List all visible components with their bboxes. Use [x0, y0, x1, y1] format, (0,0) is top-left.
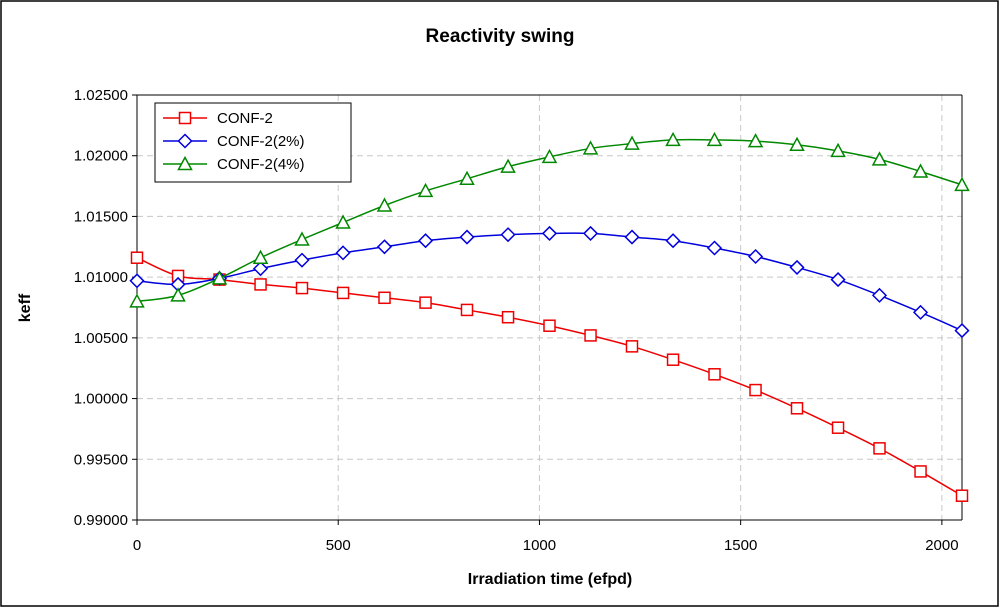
- x-tick-label: 1000: [523, 537, 556, 554]
- y-tick-label: 1.00500: [74, 330, 128, 347]
- data-point: [830, 142, 846, 158]
- data-point: [417, 182, 434, 198]
- series-1: [130, 251, 969, 502]
- data-point: [294, 252, 310, 268]
- data-point: [500, 227, 516, 243]
- data-point: [665, 233, 681, 249]
- data-point: [129, 293, 145, 308]
- data-point: [584, 329, 597, 342]
- data-point: [252, 261, 269, 277]
- data-point: [747, 133, 764, 148]
- data-point: [541, 225, 558, 241]
- data-point: [130, 251, 144, 264]
- legend: CONF-2 CONF-2(2%) CONF-2(4%): [154, 102, 352, 183]
- y-tick-label: 1.01000: [74, 269, 128, 286]
- data-point: [129, 273, 145, 289]
- legend-marker: [178, 111, 192, 125]
- legend-label: CONF-2(4%): [217, 156, 305, 173]
- data-point: [170, 287, 186, 302]
- y-tick-label: 0.99000: [74, 512, 128, 529]
- data-point: [706, 240, 723, 256]
- data-point: [500, 158, 516, 173]
- data-point: [417, 233, 434, 249]
- y-tick-label: 1.02000: [74, 148, 128, 165]
- data-point: [541, 148, 558, 164]
- data-point: [871, 151, 888, 166]
- data-point: [914, 465, 927, 478]
- data-point: [665, 131, 681, 147]
- data-point: [912, 304, 929, 320]
- data-point: [706, 131, 723, 147]
- series-2: [129, 225, 970, 339]
- data-point: [790, 402, 804, 415]
- legend-item: CONF-2: [163, 110, 273, 127]
- data-point: [335, 214, 351, 229]
- data-point: [460, 303, 474, 317]
- data-point: [624, 135, 640, 150]
- data-point: [749, 383, 762, 397]
- data-point: [501, 310, 515, 324]
- data-point: [954, 176, 970, 192]
- data-point: [708, 368, 721, 381]
- y-tick-label: 0.99500: [74, 451, 128, 468]
- data-point: [335, 245, 351, 261]
- y-axis-title: keff: [17, 293, 34, 322]
- data-point: [789, 259, 805, 275]
- data-point: [336, 286, 350, 300]
- data-point: [582, 225, 599, 241]
- y-tick-label: 1.00000: [74, 391, 128, 408]
- legend-marker: [177, 155, 193, 171]
- data-point: [378, 291, 391, 305]
- data-point: [624, 229, 640, 245]
- series-layer: [129, 131, 970, 502]
- x-tick-label: 1500: [724, 537, 757, 554]
- data-point: [912, 163, 929, 178]
- data-point: [955, 489, 969, 502]
- chart-title: Reactivity swing: [426, 26, 575, 47]
- data-point: [376, 197, 393, 212]
- y-tick-label: 1.02500: [74, 87, 128, 104]
- data-point: [254, 278, 267, 291]
- legend-marker: [177, 133, 193, 149]
- legend-item: CONF-2(2%): [163, 133, 305, 150]
- legend-label: CONF-2(2%): [217, 133, 305, 150]
- data-point: [543, 319, 556, 332]
- data-point: [747, 248, 764, 265]
- series-3: [129, 131, 970, 308]
- data-point: [295, 281, 309, 295]
- data-point: [459, 229, 475, 245]
- legend-label: CONF-2: [217, 110, 273, 127]
- data-point: [459, 170, 475, 186]
- x-tick-label: 500: [326, 537, 351, 554]
- data-point: [871, 287, 888, 303]
- data-point: [666, 353, 680, 366]
- y-tick-label: 1.01500: [74, 208, 128, 225]
- data-point: [954, 323, 970, 339]
- data-point: [294, 231, 310, 246]
- x-tick-label: 0: [133, 537, 141, 554]
- data-point: [419, 296, 432, 309]
- data-point: [582, 140, 599, 155]
- legend-item: CONF-2(4%): [163, 155, 305, 173]
- data-point: [830, 272, 846, 288]
- data-point: [789, 136, 805, 152]
- x-axis-title: Irradiation time (efpd): [468, 571, 632, 588]
- data-point: [211, 270, 228, 285]
- data-point: [831, 421, 845, 434]
- axes: 0.99000 0.99500 1.00000 1.00500 1.01000 1.015…: [74, 87, 963, 554]
- data-point: [625, 340, 639, 353]
- data-point: [252, 249, 269, 264]
- data-point: [376, 239, 393, 255]
- data-point: [873, 442, 886, 455]
- x-tick-label: 2000: [925, 537, 958, 554]
